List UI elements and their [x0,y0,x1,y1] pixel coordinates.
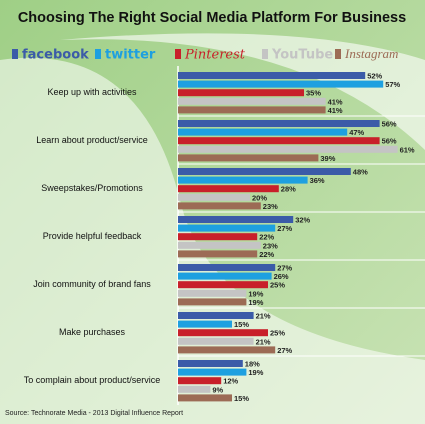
bar [178,233,258,241]
value-label: 35% [306,89,321,98]
value-label: 15% [234,320,249,329]
chart-title: Choosing The Right Social Media Platform… [18,10,406,26]
category-label: Make purchases [59,327,126,337]
category-label: Learn about product/service [36,135,148,145]
value-label: 20% [252,193,267,202]
bar [178,120,380,127]
value-label: 21% [256,311,271,320]
bar [178,176,308,184]
bar [178,106,326,114]
value-label: 56% [382,137,397,146]
bar [178,368,247,376]
value-label: 23% [263,202,278,211]
legend-swatch [335,49,341,59]
value-label: 9% [212,385,223,394]
bar [178,346,276,354]
legend-label: Instagram [344,46,398,61]
bar [178,337,254,345]
legend-label: Pinterest [184,48,246,63]
bar [178,241,261,249]
bar [178,224,276,232]
value-label: 22% [259,250,274,259]
bar [178,89,304,97]
category-label: Join community of brand fans [33,279,151,289]
legend-swatch [262,49,268,59]
bar [178,137,380,145]
bar [178,168,351,175]
value-label: 47% [349,128,364,137]
bar [178,97,326,105]
source: Source: Technorate Media - 2013 Digital … [5,410,183,417]
bar [178,281,268,289]
value-label: 36% [310,176,325,185]
bar [178,250,258,258]
value-label: 52% [367,71,382,80]
legend-label: twitter [105,48,156,63]
value-label: 25% [270,329,285,338]
value-label: 19% [248,289,263,298]
swoosh [0,57,425,424]
bar [178,289,247,297]
legend-swatch [12,49,18,59]
bar [178,202,261,210]
value-label: 48% [353,167,368,176]
value-label: 41% [328,106,343,115]
bar [178,185,279,193]
category-label: Keep up with activities [47,87,137,97]
value-label: 19% [248,298,263,307]
legend-label: YouTube [271,48,333,63]
bar [178,329,268,337]
value-label: 15% [234,394,249,403]
value-label: 28% [281,185,296,194]
bar [178,216,294,223]
swoosh [60,33,425,151]
bar [178,320,232,328]
legend: facebook twitter Pinterest YouTube Instagram [12,46,398,63]
bar [178,298,247,306]
value-label: 27% [277,224,292,233]
value-label: 22% [259,233,274,242]
value-label: 21% [256,337,271,346]
category-label: Provide helpful feedback [43,231,142,241]
value-label: 27% [277,346,292,355]
value-label: 56% [382,119,397,128]
legend-swatch [175,49,181,59]
value-label: 39% [320,154,335,163]
bar [178,394,232,402]
legend-swatch [95,49,101,59]
bar [178,377,222,385]
category-label: To complain about product/service [24,375,161,385]
category-label: Sweepstakes/Promotions [41,183,143,193]
value-label: 19% [248,368,263,377]
bar [178,193,250,201]
value-label: 61% [400,145,415,154]
bar [178,272,272,280]
bar [178,312,254,319]
bar [178,128,348,136]
bar [178,145,398,153]
bar [178,264,276,271]
value-label: 23% [263,241,278,250]
bar [178,385,211,393]
bar [178,154,319,162]
bar [178,360,243,367]
value-label: 32% [295,215,310,224]
value-label: 12% [223,377,238,386]
value-label: 26% [274,272,289,281]
legend-label: facebook [22,48,89,63]
value-label: 25% [270,281,285,290]
value-label: 57% [385,80,400,89]
value-label: 41% [328,97,343,106]
bar [178,72,366,79]
value-label: 18% [245,359,260,368]
value-label: 27% [277,263,292,272]
bar [178,80,384,88]
